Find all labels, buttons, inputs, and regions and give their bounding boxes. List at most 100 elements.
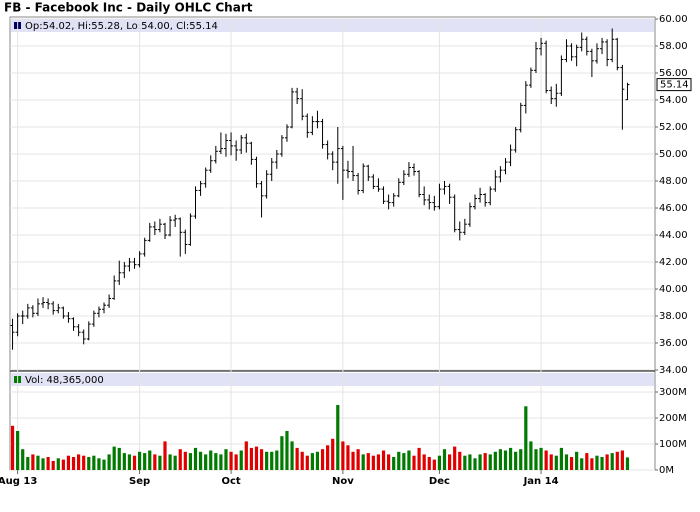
volume-bar bbox=[102, 459, 106, 470]
volume-bar bbox=[148, 450, 152, 470]
volume-bar bbox=[21, 449, 25, 470]
volume-bar bbox=[544, 450, 548, 470]
y-tick-label: 52.00 bbox=[659, 122, 688, 133]
volume-bar bbox=[412, 455, 416, 470]
chart-title: FB - Facebook Inc - Daily OHLC Chart bbox=[4, 1, 253, 15]
volume-bar bbox=[569, 457, 574, 470]
volume-bar bbox=[336, 405, 340, 470]
y2-tick-label: 300M bbox=[659, 387, 687, 398]
volume-bar bbox=[275, 450, 279, 470]
volume-bar bbox=[259, 449, 264, 470]
volume-bar bbox=[559, 447, 563, 470]
y2-tick-label: 0M bbox=[659, 465, 674, 476]
y-tick-label: 36.00 bbox=[659, 338, 688, 349]
volume-bar bbox=[285, 431, 289, 470]
volume-bar bbox=[71, 457, 76, 470]
volume-bar bbox=[265, 451, 269, 470]
legend-label: Op:54.02, Hi:55.28, Lo:54.00, Cl:55.14 bbox=[25, 21, 218, 32]
volume-bar bbox=[417, 447, 421, 470]
y-tick-label: 44.00 bbox=[659, 230, 688, 241]
volume-bar bbox=[295, 447, 299, 470]
last-price-label: 55.14 bbox=[660, 80, 689, 91]
y-tick-label: 54.00 bbox=[659, 95, 688, 106]
volume-bar bbox=[580, 458, 584, 470]
volume-bar bbox=[16, 431, 20, 470]
volume-bar bbox=[625, 457, 630, 470]
volume-bar bbox=[458, 451, 462, 470]
volume-bar bbox=[254, 446, 259, 470]
y-tick-label: 46.00 bbox=[659, 203, 688, 214]
volume-bar bbox=[529, 441, 533, 470]
volume-bar bbox=[432, 459, 436, 470]
volume-bar bbox=[331, 438, 335, 470]
volume-bar bbox=[371, 455, 375, 470]
volume-bar bbox=[122, 453, 126, 470]
y2-tick-label: 100M bbox=[659, 439, 687, 450]
volume-bar bbox=[346, 445, 350, 470]
y-tick-label: 42.00 bbox=[659, 257, 688, 268]
volume-bar bbox=[280, 436, 284, 470]
volume-bar bbox=[137, 451, 142, 470]
volume-bar bbox=[519, 449, 523, 470]
y2-tick-label: 200M bbox=[659, 413, 687, 424]
volume-bar bbox=[239, 450, 243, 470]
volume-bar bbox=[320, 449, 325, 470]
volume-bar bbox=[488, 454, 492, 470]
volume-bar bbox=[178, 449, 182, 470]
volume-bar bbox=[575, 451, 579, 470]
volume-bar bbox=[168, 454, 172, 470]
volume-bar bbox=[595, 455, 599, 470]
volume-bar bbox=[493, 451, 497, 470]
x-tick-label: Aug 13 bbox=[0, 476, 37, 487]
volume-bar bbox=[188, 453, 193, 470]
volume-bar bbox=[112, 446, 116, 470]
volume-bar bbox=[173, 455, 177, 470]
volume-bar bbox=[610, 453, 614, 470]
last-price-box bbox=[656, 78, 692, 92]
volume-bar bbox=[554, 455, 558, 470]
volume-bar bbox=[534, 449, 538, 470]
volume-bar bbox=[478, 454, 482, 470]
volume-bar bbox=[585, 453, 589, 470]
y-tick-label: 50.00 bbox=[659, 149, 688, 160]
volume-bar bbox=[453, 446, 457, 470]
volume-bar bbox=[549, 454, 553, 470]
volume-bar bbox=[82, 455, 86, 470]
volume-bar bbox=[77, 454, 81, 470]
volume-bar bbox=[508, 447, 513, 470]
volume-bar bbox=[290, 441, 294, 470]
volume-bar bbox=[361, 454, 365, 470]
volume-bar bbox=[244, 441, 248, 470]
y-tick-label: 38.00 bbox=[659, 311, 688, 322]
volume-bar bbox=[503, 450, 508, 470]
volume-legend-label: Vol: 48,365,000 bbox=[25, 375, 104, 386]
volume-bar bbox=[356, 449, 360, 470]
volume-bar bbox=[600, 457, 604, 470]
volume-legend-strip bbox=[11, 373, 654, 386]
volume-bar bbox=[127, 454, 132, 470]
volume-bar bbox=[193, 447, 198, 470]
volume-bar bbox=[219, 454, 223, 470]
y-tick-label: 60.00 bbox=[659, 14, 688, 25]
volume-bar bbox=[422, 454, 426, 470]
volume-bar bbox=[97, 458, 101, 470]
volume-bar bbox=[26, 457, 30, 470]
volume-bar bbox=[376, 454, 381, 470]
volume-bar bbox=[524, 406, 528, 470]
volume-bar bbox=[514, 451, 518, 470]
volume-bar bbox=[590, 458, 594, 470]
volume-bar bbox=[204, 454, 208, 470]
volume-bar bbox=[87, 457, 91, 470]
volume-bar bbox=[392, 457, 396, 470]
volume-bar bbox=[564, 454, 569, 470]
x-tick-label: Nov bbox=[332, 476, 354, 487]
volume-bar bbox=[366, 453, 370, 470]
volume-bar bbox=[56, 458, 60, 470]
volume-bar bbox=[341, 441, 345, 470]
volume-bar bbox=[117, 447, 121, 470]
volume-bar bbox=[132, 455, 137, 470]
volume-bar bbox=[31, 454, 35, 470]
x-tick-label: Oct bbox=[221, 476, 240, 487]
volume-bar bbox=[229, 451, 233, 470]
